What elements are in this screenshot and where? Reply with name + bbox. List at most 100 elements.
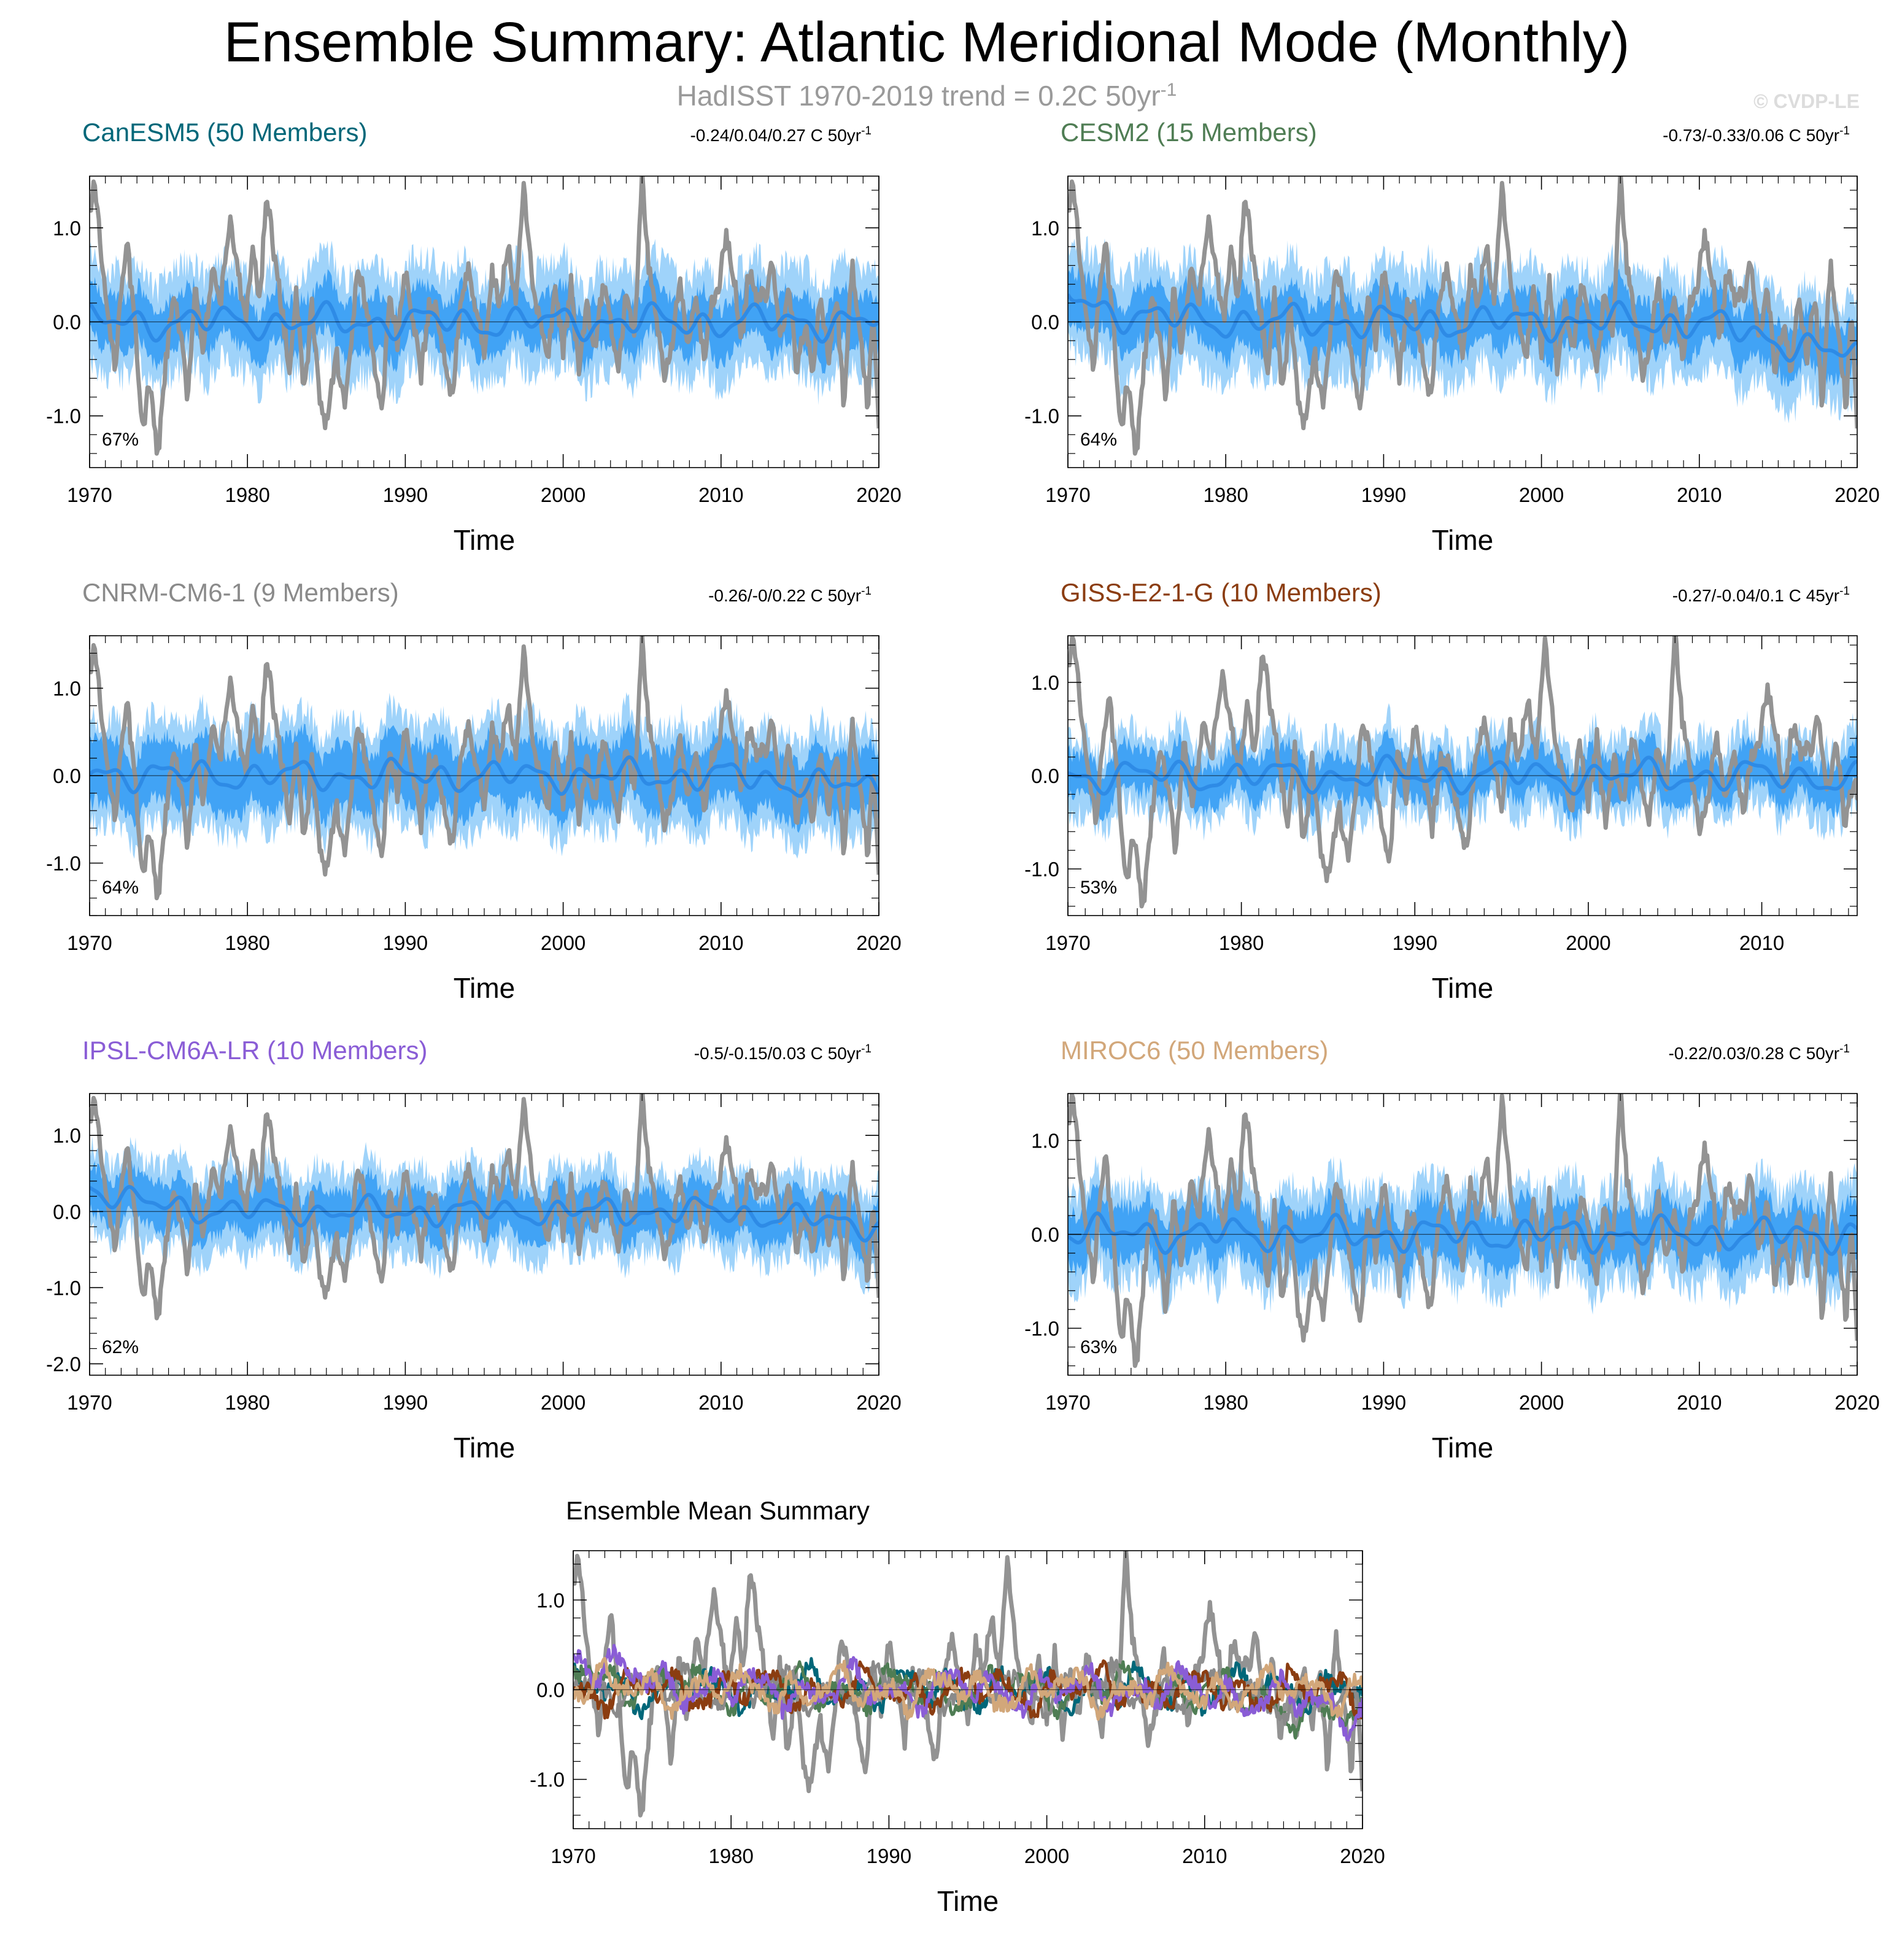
panels-container: 1970 1980 1990 2000 2010 2020 -1.0 0.0 1.0 Time Ca… bbox=[46, 118, 1880, 1917]
observed-hadisst-line bbox=[1068, 176, 1857, 456]
observed-hadisst-line bbox=[90, 636, 879, 901]
x-tick-label: 2000 bbox=[1566, 932, 1610, 954]
y-tick-label: 0.0 bbox=[53, 1200, 81, 1223]
x-tick-label: 2010 bbox=[1739, 932, 1784, 954]
x-tick-label: 1980 bbox=[1203, 1391, 1248, 1414]
plot-area bbox=[1068, 176, 1857, 456]
y-tick-label: -1.0 bbox=[46, 852, 81, 875]
x-tick-label: 2000 bbox=[1024, 1845, 1069, 1867]
y-tick-label: 1.0 bbox=[53, 677, 81, 700]
x-axis-title: Time bbox=[454, 972, 516, 1004]
panel-title: IPSL-CM6A-LR (10 Members) bbox=[82, 1036, 427, 1065]
chart-panel-3: 1970 1980 1990 2000 2010 2020 -1.0 0.0 1.0 Time CN… bbox=[46, 578, 902, 1004]
ensemble-mean-line bbox=[1068, 754, 1857, 796]
x-tick-label: 1980 bbox=[225, 1391, 269, 1414]
panel-title: CNRM-CM6-1 (9 Members) bbox=[82, 578, 399, 607]
y-tick-label: -1.0 bbox=[1024, 858, 1059, 881]
x-tick-label: 2000 bbox=[541, 1391, 586, 1414]
trend-range: -0.73/-0.33/0.06 C 50yr-1 bbox=[1663, 125, 1850, 145]
x-tick-label: 2000 bbox=[541, 932, 586, 954]
x-tick-label: 1990 bbox=[1361, 484, 1406, 506]
observed-hadisst-line bbox=[1068, 1094, 1857, 1368]
y-tick-label: 1.0 bbox=[1031, 671, 1059, 694]
percent-label: 62% bbox=[102, 1337, 139, 1357]
y-tick-label: -1.0 bbox=[1024, 1318, 1059, 1340]
chart-panel-1: 1970 1980 1990 2000 2010 2020 -1.0 0.0 1.0 Time Ca… bbox=[46, 118, 902, 556]
x-axis-title: Time bbox=[454, 524, 516, 556]
observed-hadisst-line bbox=[90, 176, 879, 456]
x-axis-title: Time bbox=[1432, 1432, 1494, 1464]
trend-superscript: -1 bbox=[1839, 585, 1850, 598]
trend-superscript: -1 bbox=[1839, 1043, 1850, 1055]
trend-text: -0.73/-0.33/0.06 C 50yr bbox=[1663, 126, 1839, 145]
x-tick-label: 2020 bbox=[1834, 484, 1879, 506]
chart-panel-4: 1970 1980 1990 2000 2010 -1.0 0.0 1.0 Time GISS-E… bbox=[1024, 578, 1858, 1004]
x-tick-label: 1970 bbox=[1045, 484, 1090, 506]
x-tick-label: 1990 bbox=[1361, 1391, 1406, 1414]
y-tick-label: 1.0 bbox=[1031, 1130, 1059, 1152]
x-tick-label: 2000 bbox=[541, 484, 586, 506]
y-tick-label: 0.0 bbox=[53, 311, 81, 334]
y-tick-label: 1.0 bbox=[53, 217, 81, 239]
x-tick-label: 1980 bbox=[225, 484, 269, 506]
x-axis-title: Time bbox=[454, 1432, 516, 1464]
trend-range: -0.22/0.03/0.28 C 50yr-1 bbox=[1668, 1043, 1850, 1063]
panel-title: CanESM5 (50 Members) bbox=[82, 118, 367, 147]
x-tick-label: 2020 bbox=[856, 484, 901, 506]
y-tick-label: 0.0 bbox=[53, 765, 81, 787]
ensemble-mean-line bbox=[90, 1185, 879, 1243]
percent-label: 64% bbox=[102, 878, 139, 898]
panel-title: GISS-E2-1-G (10 Members) bbox=[1061, 578, 1382, 607]
subtitle-text: HadISST 1970-2019 trend = 0.2C 50yr bbox=[677, 80, 1161, 112]
x-tick-label: 1970 bbox=[67, 484, 112, 506]
x-tick-label: 1970 bbox=[67, 1391, 112, 1414]
plot-area bbox=[90, 176, 879, 456]
x-tick-label: 1980 bbox=[708, 1845, 753, 1867]
x-tick-label: 1990 bbox=[1393, 932, 1437, 954]
x-tick-label: 2020 bbox=[856, 932, 901, 954]
x-tick-label: 1970 bbox=[67, 932, 112, 954]
y-tick-label: -1.0 bbox=[1024, 405, 1059, 428]
x-tick-label: 2010 bbox=[698, 1391, 743, 1414]
trend-superscript: -1 bbox=[861, 125, 872, 137]
trend-text: -0.24/0.04/0.27 C 50yr bbox=[690, 126, 861, 145]
y-tick-label: -1.0 bbox=[530, 1769, 565, 1791]
x-tick-label: 1970 bbox=[551, 1845, 595, 1867]
x-tick-label: 1980 bbox=[225, 932, 269, 954]
trend-range: -0.5/-0.15/0.03 C 50yr-1 bbox=[694, 1043, 872, 1063]
plot-area bbox=[1068, 1094, 1857, 1368]
panel-title: MIROC6 (50 Members) bbox=[1061, 1036, 1328, 1065]
main-title: Ensemble Summary: Atlantic Meridional Mo… bbox=[224, 11, 1630, 74]
chart-panel-7: 1970 1980 1990 2000 2010 2020 -1.0 0.0 1.0 Time En… bbox=[530, 1496, 1385, 1917]
trend-superscript: -1 bbox=[861, 1043, 872, 1055]
trend-text: -0.27/-0.04/0.1 C 45yr bbox=[1672, 586, 1839, 605]
percent-label: 53% bbox=[1080, 878, 1117, 898]
ensemble-mean-line bbox=[1068, 1211, 1857, 1256]
chart-panel-6: 1970 1980 1990 2000 2010 2020 -1.0 0.0 1.0 Time MI… bbox=[1024, 1036, 1880, 1464]
y-tick-label: 0.0 bbox=[1031, 1224, 1059, 1246]
x-tick-label: 1970 bbox=[1045, 932, 1090, 954]
copyright-watermark: © CVDP-LE bbox=[1753, 90, 1860, 112]
chart-panel-5: 1970 1980 1990 2000 2010 2020 -2.0 -1.0 0.0 1.0 Ti… bbox=[46, 1036, 902, 1464]
x-tick-label: 2010 bbox=[1182, 1845, 1227, 1867]
trend-range: -0.26/-0/0.22 C 50yr-1 bbox=[708, 585, 872, 605]
y-tick-label: -2.0 bbox=[46, 1352, 81, 1375]
trend-range: -0.24/0.04/0.27 C 50yr-1 bbox=[690, 125, 872, 145]
x-axis-title: Time bbox=[1432, 972, 1494, 1004]
percent-label: 67% bbox=[102, 430, 139, 450]
x-tick-label: 2020 bbox=[1340, 1845, 1385, 1867]
y-tick-label: -1.0 bbox=[46, 1276, 81, 1299]
x-tick-label: 2010 bbox=[1677, 1391, 1722, 1414]
plot-area bbox=[90, 636, 879, 901]
x-tick-label: 2020 bbox=[1834, 1391, 1879, 1414]
x-tick-label: 2010 bbox=[698, 484, 743, 506]
y-tick-label: 1.0 bbox=[1031, 217, 1059, 239]
observed-hadisst-line bbox=[1068, 636, 1857, 909]
y-tick-label: -1.0 bbox=[46, 405, 81, 428]
x-axis-title: Time bbox=[937, 1885, 999, 1917]
trend-superscript: -1 bbox=[861, 585, 872, 598]
ensemble-mean-line bbox=[1068, 293, 1857, 363]
subtitle-superscript: -1 bbox=[1161, 80, 1177, 100]
x-tick-label: 1990 bbox=[383, 932, 428, 954]
x-tick-label: 2020 bbox=[856, 1391, 901, 1414]
